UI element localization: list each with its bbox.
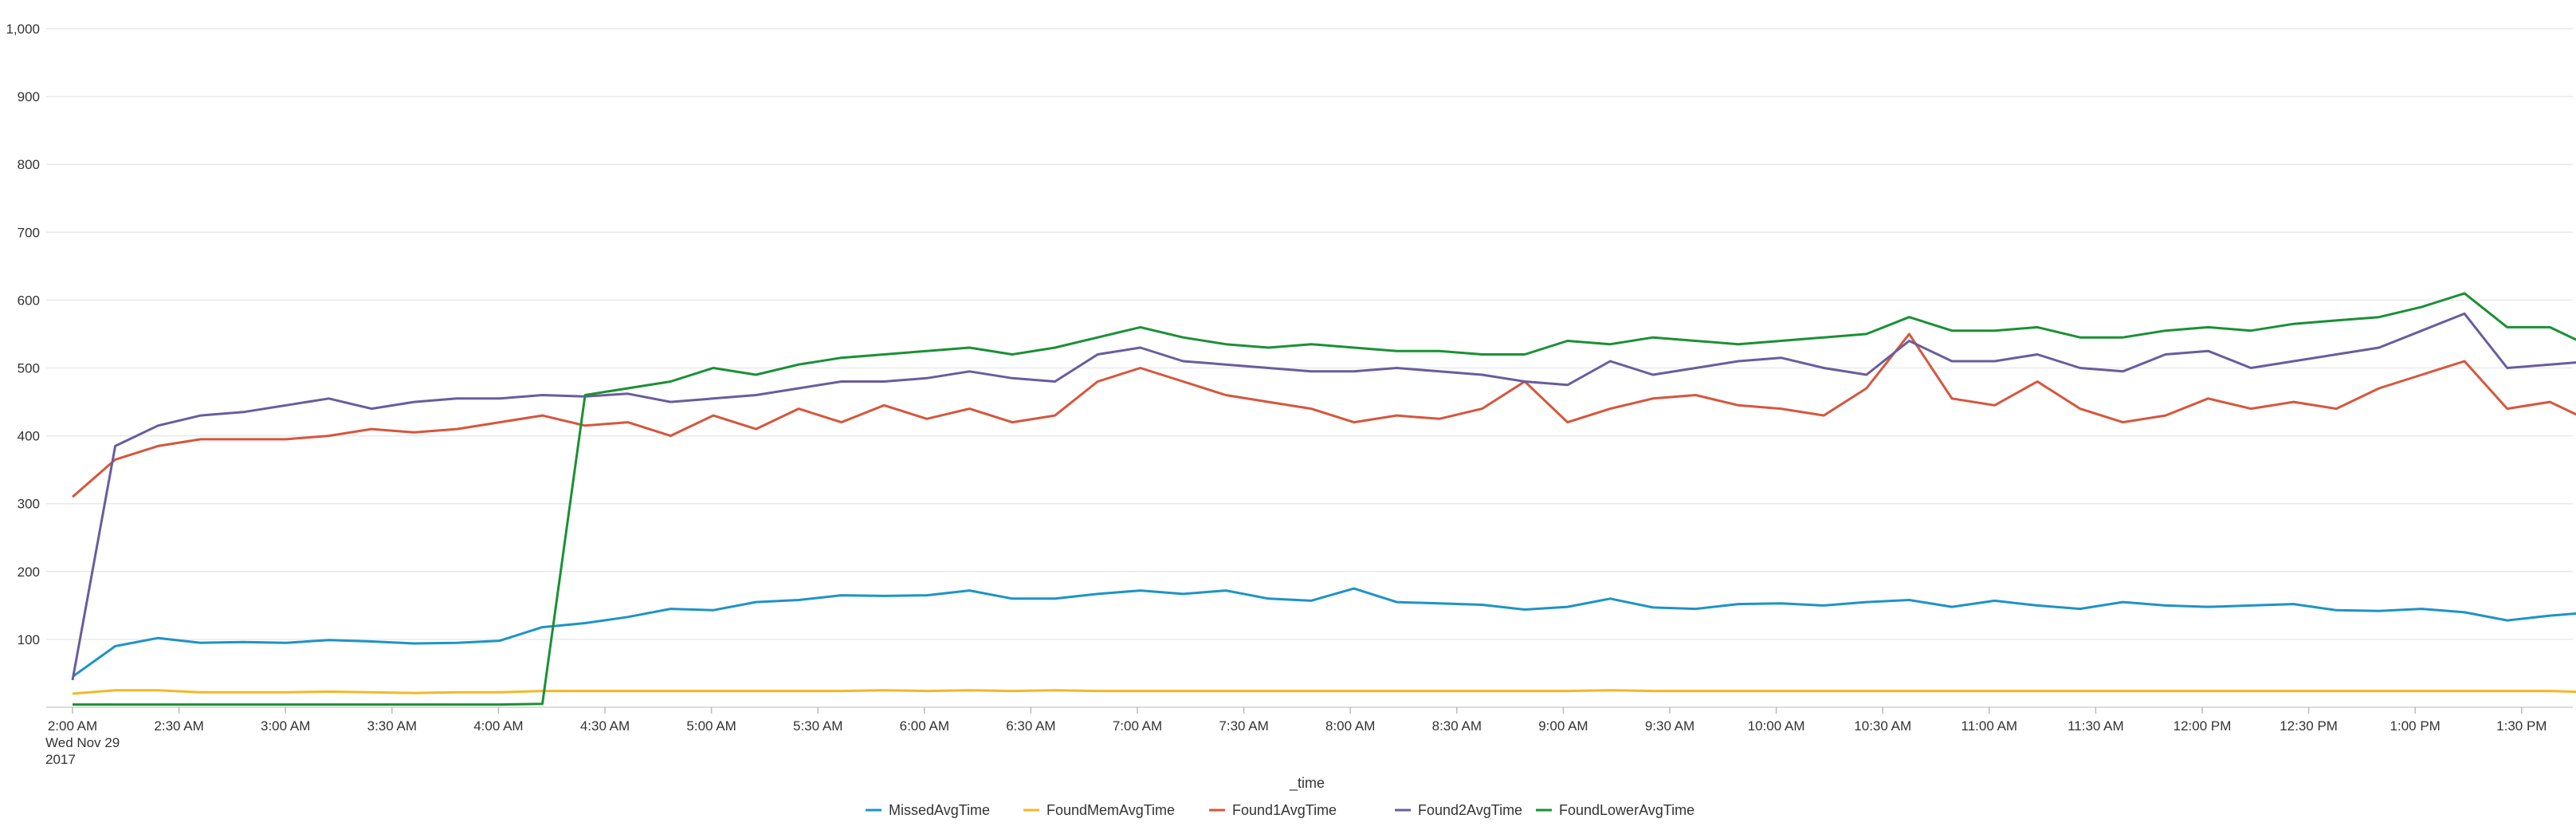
- x-tick-label: 12:30 PM: [2280, 718, 2338, 734]
- x-tick-label: 2:30 AM: [154, 718, 203, 734]
- axes: 100 200 300 400 500 600 700 800 900 1,000 2:00 AM 2…: [6, 22, 2547, 767]
- x-tick-year: 2017: [45, 752, 76, 767]
- y-tick-label: 900: [18, 89, 40, 104]
- x-tick-label: 7:30 AM: [1219, 718, 1268, 734]
- y-tick-label: 500: [18, 361, 40, 376]
- x-tick-label: 12:00 PM: [2174, 718, 2232, 734]
- x-tick-label: 11:30 AM: [2067, 718, 2124, 734]
- y-tick-label: 300: [18, 497, 40, 512]
- x-tick-label: 2:00 AM: [48, 718, 97, 734]
- y-tick-label: 100: [18, 632, 40, 647]
- x-tick-label: 1:30 PM: [2496, 718, 2547, 734]
- x-tick-label: 3:00 AM: [261, 718, 310, 734]
- x-tick-label: 6:30 AM: [1006, 718, 1055, 734]
- x-tick-label: 3:30 AM: [367, 718, 417, 734]
- x-tick-label: 10:30 AM: [1854, 718, 1911, 734]
- x-tick-date: Wed Nov 29: [45, 735, 120, 750]
- x-tick-label: 9:00 AM: [1538, 718, 1588, 734]
- y-tick-label: 1,000: [6, 22, 40, 37]
- x-tick-label: 11:00 AM: [1961, 718, 2018, 734]
- y-tick-label: 800: [18, 157, 40, 172]
- series-line-FoundLowerAvgTime: [73, 292, 2576, 706]
- x-tick-label: 5:30 AM: [793, 718, 842, 734]
- x-axis-title: _time: [1289, 775, 1325, 792]
- series-line-Found2AvgTime: [71, 312, 2576, 681]
- x-tick-label: 1:00 PM: [2390, 718, 2441, 734]
- y-tick-label: 600: [18, 293, 40, 308]
- x-tick-label: 10:00 AM: [1748, 718, 1805, 734]
- legend-label: FoundMemAvgTime: [1046, 802, 1175, 818]
- y-tick-label: 700: [18, 225, 40, 240]
- legend-label: MissedAvgTime: [889, 802, 990, 818]
- x-tick-label: 9:30 AM: [1645, 718, 1694, 734]
- series-line-MissedAvgTime: [72, 587, 2576, 678]
- series-lines: [71, 292, 2576, 706]
- series-line-FoundMemAvgTime: [72, 689, 2576, 695]
- x-tick-label: 7:00 AM: [1113, 718, 1162, 734]
- legend-label: Found2AvgTime: [1418, 802, 1522, 818]
- x-tick-label: 6:00 AM: [900, 718, 949, 734]
- x-tick-label: 4:00 AM: [473, 718, 523, 734]
- legend-label: Found1AvgTime: [1232, 802, 1337, 818]
- y-tick-label: 200: [18, 565, 40, 580]
- series-line-Found1AvgTime: [72, 332, 2576, 498]
- legend: MissedAvgTime FoundMemAvgTime Found1AvgTim…: [866, 802, 1694, 818]
- x-tick-label: 5:00 AM: [686, 718, 736, 734]
- y-tick-label: 400: [18, 429, 40, 444]
- x-tick-label: 4:30 AM: [580, 718, 630, 734]
- gridlines: [46, 28, 2573, 708]
- x-tick-label: 8:00 AM: [1325, 718, 1375, 734]
- legend-label: FoundLowerAvgTime: [1559, 802, 1694, 818]
- x-tick-label: 8:30 AM: [1432, 718, 1482, 734]
